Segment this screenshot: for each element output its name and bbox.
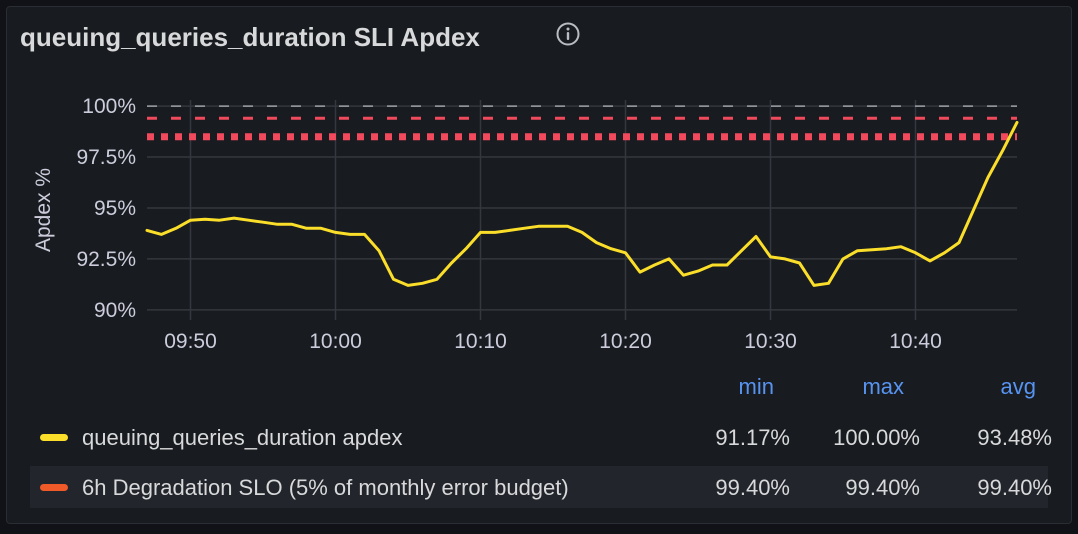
- x-tick-label: 10:40: [889, 330, 942, 353]
- y-tick-label: 97.5%: [76, 146, 136, 169]
- y-tick-label: 95%: [94, 197, 136, 220]
- x-tick-label: 10:20: [599, 330, 652, 353]
- legend-row-apdex[interactable]: queuing_queries_duration apdex 91.17% 10…: [30, 416, 1052, 458]
- y-tick-label: 90%: [94, 299, 136, 322]
- x-tick-label: 10:10: [454, 330, 507, 353]
- legend-header-avg[interactable]: avg: [1000, 374, 1036, 399]
- series-line-solid: [145, 120, 1019, 287]
- panel-title[interactable]: queuing_queries_duration SLI Apdex: [20, 22, 480, 52]
- y-axis-label: Apdex %: [32, 168, 55, 252]
- x-tick-label: 10:30: [744, 330, 797, 353]
- legend-swatch: [40, 484, 68, 491]
- info-circle-icon[interactable]: [556, 22, 580, 46]
- legend-max-value: 99.40%: [845, 475, 920, 500]
- legend-swatch: [40, 434, 68, 441]
- legend-series-name: queuing_queries_duration apdex: [82, 425, 403, 450]
- legend-series-name: 6h Degradation SLO (5% of monthly error …: [82, 475, 569, 500]
- legend-max-value: 100.00%: [833, 425, 920, 450]
- x-tick-label: 09:50: [164, 330, 217, 353]
- legend-header-max[interactable]: max: [862, 374, 904, 399]
- apdex-line-chart[interactable]: 100% 97.5% 95% 92.5% 90% 09:50 10:00 10:10 10:20…: [0, 0, 1078, 370]
- legend-min-value: 99.40%: [715, 475, 790, 500]
- chart-panel: [6, 6, 1072, 524]
- legend-min-value: 91.17%: [715, 425, 790, 450]
- legend-header-min[interactable]: min: [738, 374, 774, 399]
- legend-avg-value: 99.40%: [977, 475, 1052, 500]
- x-tick-label: 10:00: [309, 330, 362, 353]
- y-tick-label: 100%: [82, 95, 136, 118]
- legend-avg-value: 93.48%: [977, 425, 1052, 450]
- legend-row-slo[interactable]: 6h Degradation SLO (5% of monthly error …: [30, 466, 1052, 508]
- y-tick-label: 92.5%: [76, 248, 136, 271]
